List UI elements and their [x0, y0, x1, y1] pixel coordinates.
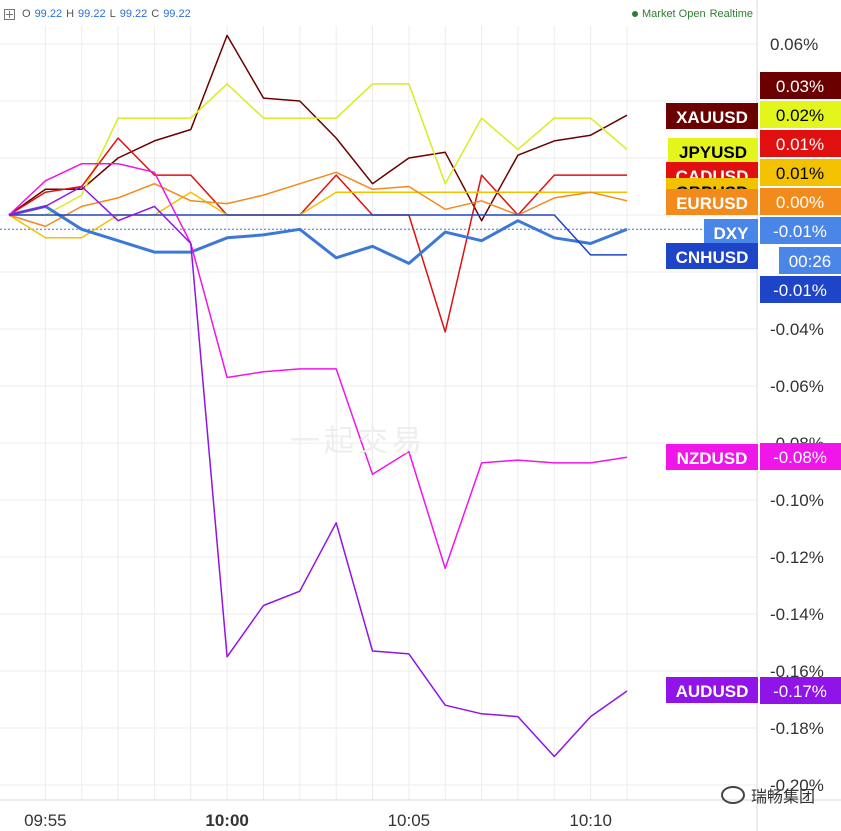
- series-label-xauusd: XAUUSD: [676, 108, 748, 127]
- open-value: 99.22: [34, 8, 63, 20]
- series-label-dxy: DXY: [714, 224, 750, 243]
- series-label-bg: [666, 444, 758, 470]
- x-tick-label: 10:05: [388, 811, 431, 830]
- wechat-label: 瑞畅集团: [750, 789, 815, 806]
- high-label: H: [66, 8, 75, 20]
- series-line-nzdusd: [8, 162, 628, 570]
- series-label-eurusd: EURUSD: [676, 194, 748, 213]
- value-badge-cnhusd: -0.01%: [773, 281, 827, 300]
- series-label-bg: [666, 243, 758, 269]
- y-tick-label: -0.16%: [770, 662, 824, 681]
- series-line-audusd: [8, 185, 628, 758]
- y-tick-label: -0.20%: [770, 776, 824, 795]
- low-value: 99.22: [119, 8, 148, 20]
- value-badge-bg: [760, 101, 841, 128]
- value-badge-nzdusd: -0.08%: [773, 448, 827, 467]
- high-value: 99.22: [78, 8, 106, 20]
- realtime-text: Realtime: [709, 8, 753, 20]
- series-label-nzdusd: NZDUSD: [677, 449, 748, 468]
- series-lines: [8, 34, 628, 758]
- series-label-bg: [666, 103, 758, 129]
- plus-square-icon[interactable]: [4, 8, 15, 20]
- series-label-bg: [668, 138, 758, 164]
- value-badge-cadusd: 0.01%: [776, 135, 824, 154]
- value-badge-bg: [760, 443, 841, 470]
- price-badges: 0.03% 0.02% 0.01% 0.01% 0.00% -0.01% -0.01% -0.…: [760, 72, 841, 704]
- y-tick-label: -0.12%: [770, 548, 824, 567]
- y-tick-label: -0.04%: [770, 320, 824, 339]
- y-tick-label: -0.06%: [770, 377, 824, 396]
- ohlc-header: O 99.22 H 99.22 L 99.22 C 99.22: [4, 8, 191, 20]
- series-line-cadusd: [8, 137, 627, 333]
- x-axis: 09:55 10:00 10:05 10:10: [24, 811, 612, 830]
- y-tick-label: -0.18%: [770, 719, 824, 738]
- low-label: L: [109, 8, 116, 20]
- watermark: 一起交易: [290, 425, 426, 458]
- y-axis: 0.06% -0.04% -0.06% -0.08% -0.10% -0.12% -0.14…: [770, 35, 824, 795]
- value-badge-bg: [760, 188, 841, 215]
- market-status: Market Open Realtime: [632, 8, 753, 20]
- value-badge-jpyusd: 0.02%: [776, 106, 824, 125]
- wechat-attribution: 瑞畅集团: [720, 783, 815, 807]
- series-line-gbpusd: [8, 191, 627, 239]
- wechat-icon: [720, 786, 745, 804]
- value-badge-eurusd: 0.00%: [776, 193, 824, 212]
- x-tick-label: 10:10: [569, 811, 612, 830]
- series-line-jpyusd: [9, 83, 628, 216]
- series-line-dxy: [8, 204, 628, 265]
- time-badge: 00:26: [789, 252, 832, 271]
- value-badge-bg: [760, 72, 841, 99]
- value-badge-bg: [760, 677, 841, 704]
- value-badge-bg: [760, 276, 841, 303]
- series-label-jpyusd: JPYUSD: [679, 143, 747, 162]
- value-badge-xauusd: 0.03%: [776, 77, 824, 96]
- value-badge-dxy: -0.01%: [773, 222, 827, 241]
- x-tick-label: 09:55: [24, 811, 67, 830]
- status-dot-icon: [632, 11, 638, 17]
- value-badge-bg: [760, 159, 841, 186]
- time-badge-bg: [779, 247, 841, 274]
- y-tick-label: -0.14%: [770, 605, 824, 624]
- y-tick-label: 0.06%: [770, 35, 818, 54]
- value-badge-bg: [760, 130, 841, 157]
- series-labels: XAUUSDJPYUSDCADUSDGBPUSDEURUSDDXYCNHUSDN…: [666, 103, 758, 703]
- value-badge-gbpusd: 0.01%: [776, 164, 824, 183]
- y-tick-label: -0.10%: [770, 491, 824, 510]
- value-badge-audusd: -0.17%: [773, 682, 827, 701]
- series-label-cnhusd: CNHUSD: [676, 248, 749, 267]
- series-line-eurusd: [8, 171, 628, 228]
- close-value: 99.22: [163, 8, 191, 20]
- series-label-audusd: AUDUSD: [676, 682, 749, 701]
- series-label-bg: [704, 219, 758, 245]
- close-label: C: [151, 8, 160, 20]
- open-label: O: [22, 8, 31, 20]
- x-tick-label: 10:00: [205, 811, 248, 830]
- value-badge-bg: [760, 217, 841, 244]
- market-open-text: Market Open: [642, 8, 706, 20]
- series-label-bg: [666, 677, 758, 703]
- series-label-bg: [666, 189, 758, 215]
